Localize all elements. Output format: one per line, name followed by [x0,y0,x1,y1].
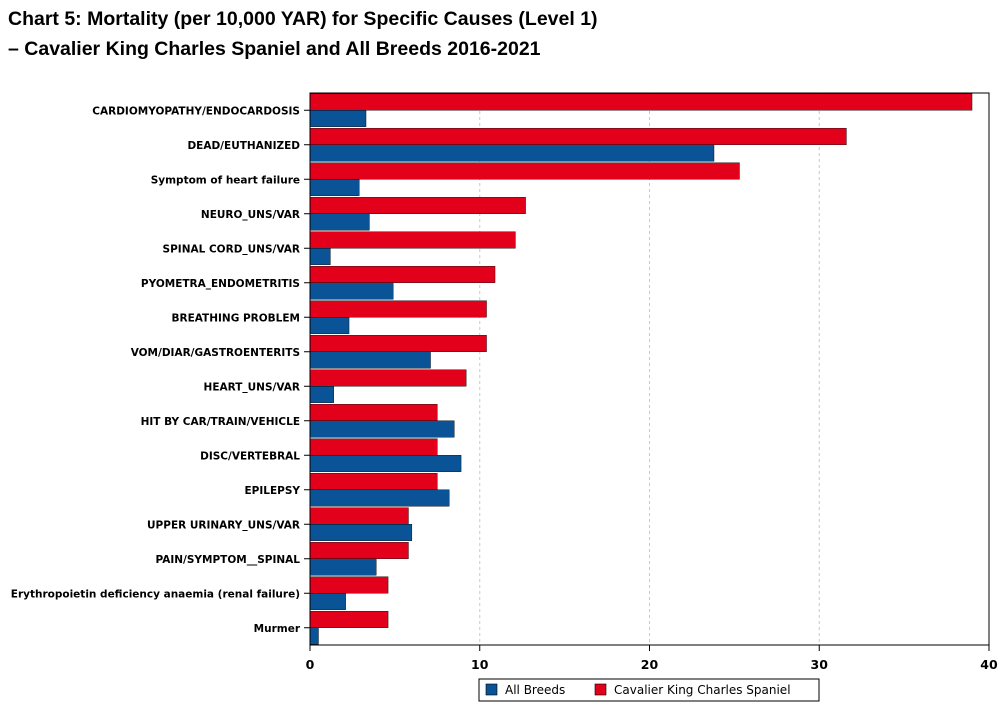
bar-cavalier [309,162,740,180]
category-label: CARDIOMYOPATHY/ENDOCARDOSIS [92,105,300,117]
x-tick-label: 40 [980,657,998,672]
category-labels: CARDIOMYOPATHY/ENDOCARDOSIS DEAD/EUTHANIZ… [11,105,310,635]
bar-all-breeds [309,110,367,127]
legend-swatch-cavalier [594,683,607,696]
bar-all-breeds [309,627,319,645]
bar-all-breeds [309,282,394,300]
gridlines [479,93,820,645]
bar-cavalier [309,335,487,352]
bar-all-breeds [309,179,360,196]
plot-area-frame [309,92,990,646]
category-label: PAIN/SYMPTOM__SPINAL [155,554,300,566]
bar-cavalier [309,404,438,421]
bar-cavalier [309,438,438,456]
bar-cavalier [309,473,438,490]
bar-all-breeds [309,524,413,541]
bar-all-breeds [309,386,334,403]
legend-label-all-breeds: All Breeds [505,683,565,697]
bar-cavalier [309,611,389,628]
bar-all-breeds [309,455,462,472]
bar-all-breeds [309,489,450,507]
bar-cavalier [309,542,409,559]
chart-title-line-2: – Cavalier King Charles Spaniel and All … [8,38,541,60]
bar-cavalier [309,93,973,111]
category-label: VOM/DIAR/GASTROENTERITS [131,347,300,359]
bar-all-breeds [309,248,331,265]
category-label: EPILEPSY [245,485,301,497]
category-label: Erythropoietin deficiency anaemia (renal… [11,588,300,600]
legend: All Breeds Cavalier King Charles Spaniel [478,678,820,702]
bar-all-breeds [309,213,370,231]
bar-all-breeds [309,420,455,438]
bar-cavalier [309,507,409,525]
category-label: Murmer [254,623,301,635]
bar-cavalier [309,576,389,594]
bar-all-breeds [309,317,350,334]
bar-all-breeds [309,558,377,576]
bar-all-breeds [309,351,431,369]
category-label: Symptom of heart failure [151,174,300,186]
bar-cavalier [309,300,487,318]
bar-all-breeds [309,144,715,162]
category-label: UPPER URINARY_UNS/VAR [147,519,300,531]
category-label: PYOMETRA_ENDOMETRITIS [141,278,300,290]
chart-title: Chart 5: Mortality (per 10,000 YAR) for … [8,4,598,64]
legend-swatch-all-breeds [485,683,498,696]
category-label: HIT BY CAR/TRAIN/VEHICLE [141,416,300,428]
category-label: BREATHING PROBLEM [171,312,300,324]
bar-cavalier [309,369,467,387]
category-label: DEAD/EUTHANIZED [187,140,300,152]
bar-all-breeds [309,593,346,610]
bar-cavalier [309,231,516,249]
category-label: DISC/VERTEBRAL [200,450,300,462]
x-axis-ticks: 0 10 20 30 40 [306,645,998,672]
bar-cavalier [309,197,526,214]
bar-cavalier [309,128,847,145]
category-label: SPINAL CORD_UNS/VAR [163,243,300,255]
x-tick-label: 20 [641,657,659,672]
x-tick-label: 30 [811,657,829,672]
legend-label-cavalier: Cavalier King Charles Spaniel [614,683,791,697]
bars [309,93,973,645]
x-tick-label: 0 [306,657,315,672]
bar-cavalier [309,266,496,283]
category-label: NEURO_UNS/VAR [201,209,300,221]
x-tick-label: 10 [471,657,489,672]
legend-frame [478,678,820,702]
category-label: HEART_UNS/VAR [204,381,300,393]
chart-title-line-1: Chart 5: Mortality (per 10,000 YAR) for … [8,8,598,30]
